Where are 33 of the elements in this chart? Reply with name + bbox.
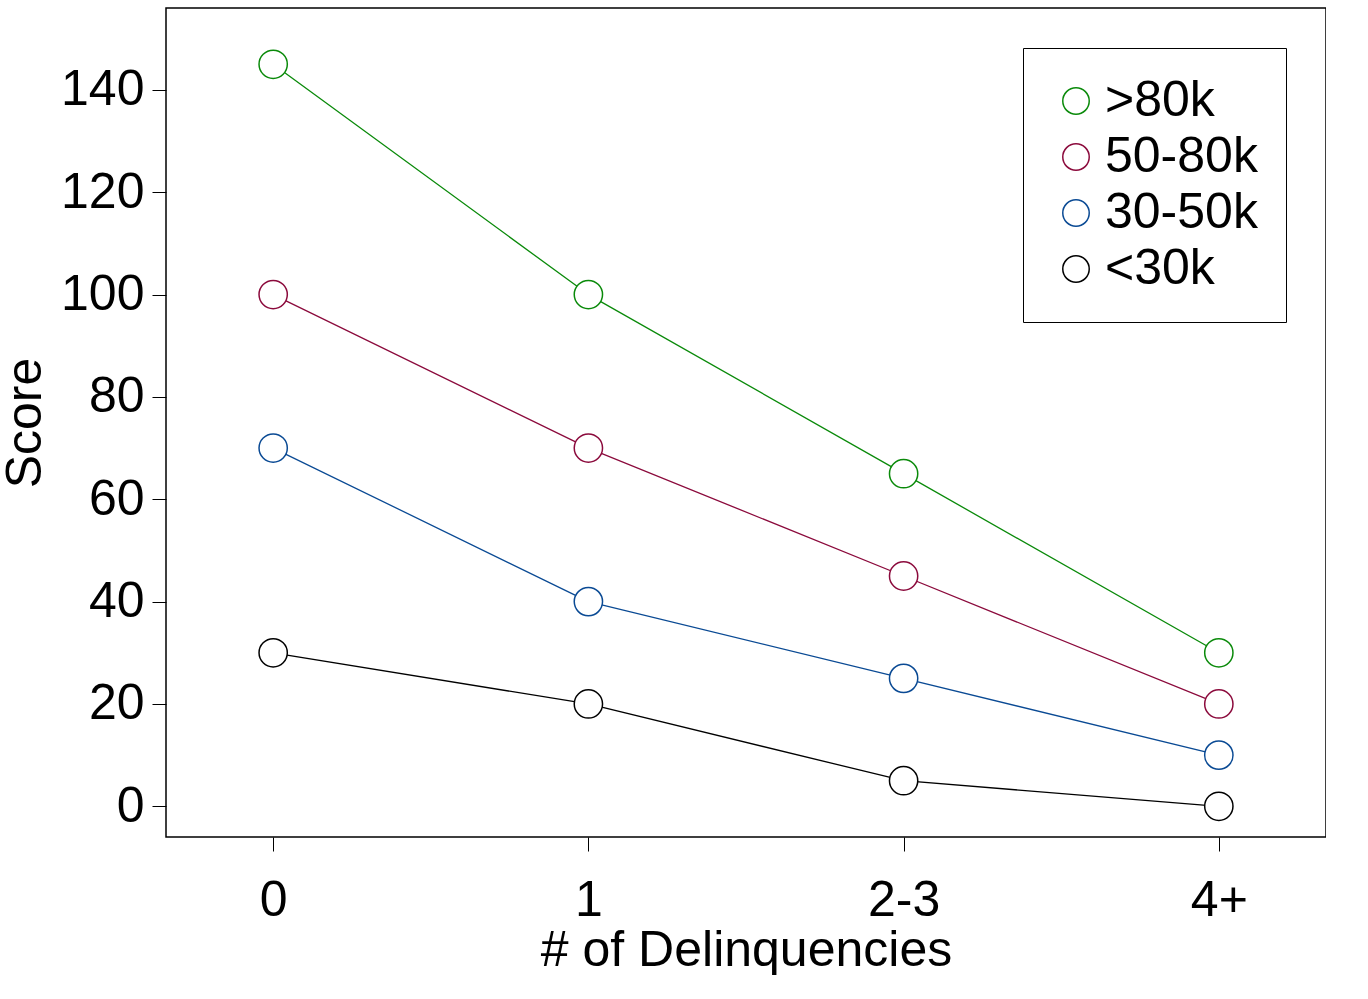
point bbox=[888, 561, 919, 591]
point bbox=[1203, 791, 1234, 822]
x-tick-label: 1 bbox=[574, 870, 603, 927]
point bbox=[1203, 740, 1234, 770]
point bbox=[258, 637, 289, 668]
y-tick-label: 120 bbox=[61, 162, 145, 219]
point bbox=[888, 663, 919, 694]
point bbox=[573, 279, 604, 310]
y-axis-title: Score bbox=[0, 357, 53, 489]
point bbox=[573, 689, 604, 719]
point bbox=[1203, 689, 1234, 719]
point bbox=[573, 586, 604, 617]
point bbox=[1203, 637, 1234, 668]
x-tick-label: 4+ bbox=[1190, 870, 1248, 927]
y-tick-label: 100 bbox=[61, 265, 145, 322]
legend-label: <30k bbox=[1105, 239, 1216, 295]
point bbox=[258, 279, 289, 310]
point bbox=[888, 765, 919, 796]
point bbox=[573, 433, 604, 463]
x-tick-label: 2-3 bbox=[867, 870, 941, 927]
point bbox=[258, 433, 289, 463]
y-tick-label: 0 bbox=[116, 776, 145, 833]
point bbox=[888, 458, 919, 489]
y-tick-label: 80 bbox=[88, 367, 145, 424]
x-tick-label: 0 bbox=[259, 870, 288, 927]
point bbox=[258, 49, 289, 80]
legend-label: 50-80k bbox=[1105, 127, 1259, 183]
legend-label: 30-50k bbox=[1105, 183, 1259, 239]
y-tick-label: 40 bbox=[88, 572, 145, 629]
y-tick-label: 140 bbox=[61, 60, 145, 117]
y-tick-label: 60 bbox=[88, 469, 145, 526]
legend-label: >80k bbox=[1105, 71, 1216, 127]
y-tick-label: 20 bbox=[88, 674, 145, 731]
